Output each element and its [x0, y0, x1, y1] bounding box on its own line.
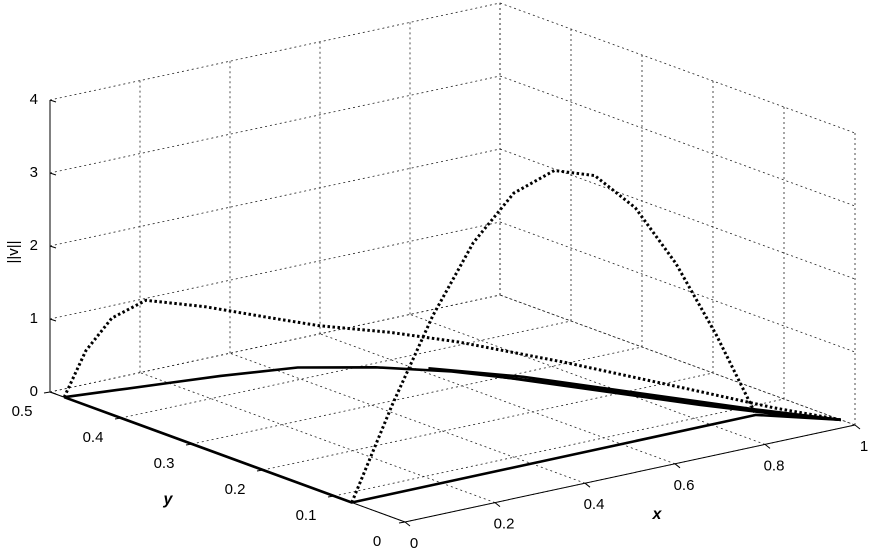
y-axis-label: y [163, 491, 174, 508]
z-axis-label: ||v|| [5, 240, 22, 263]
grid-line [49, 148, 501, 247]
z-tick [49, 391, 57, 395]
x-axis [404, 424, 856, 523]
z-tick [49, 318, 57, 322]
grid-line [319, 333, 676, 465]
z-tick-label: 0 [30, 383, 38, 400]
grid-line [49, 2, 501, 101]
x-tick-label: 0.8 [764, 457, 785, 474]
grid-line [139, 372, 496, 503]
y-tick [398, 521, 406, 524]
z-tick-label: 1 [30, 310, 38, 327]
grid-line [49, 294, 501, 393]
grid-line [262, 372, 714, 471]
grid-line [229, 352, 586, 484]
y-tick-label: 0.5 [12, 403, 33, 420]
y-tick-label: 0.4 [83, 429, 104, 446]
trajectory [64, 366, 841, 422]
x-tick [404, 521, 411, 527]
x-tick-label: 0 [410, 535, 418, 552]
x-tick [764, 444, 771, 449]
y-tick-label: 0.2 [225, 481, 246, 498]
z-tick-label: 3 [30, 164, 38, 181]
x-tick-label: 1 [860, 438, 868, 455]
z-tick-label: 2 [30, 237, 38, 254]
grid-line [191, 346, 643, 445]
grid-line [499, 148, 856, 280]
grid-line [333, 398, 785, 497]
y-tick-label: 0.3 [154, 455, 175, 472]
x-tick [584, 482, 591, 488]
x-tick [494, 502, 501, 507]
y-tick [43, 391, 51, 394]
trajectory [62, 298, 842, 422]
z-tick-label: 4 [30, 91, 38, 108]
grid-line [499, 294, 856, 426]
grid-line [499, 294, 856, 426]
x-tick [674, 463, 681, 469]
y-tick-label: 0 [373, 533, 381, 550]
grid-line [499, 221, 856, 353]
grid-line [120, 320, 572, 419]
grid-line [499, 2, 856, 134]
z-tick [49, 245, 57, 249]
z-tick [49, 99, 57, 103]
x-axis-label: x [652, 506, 663, 523]
grid-line [49, 75, 501, 174]
grid-line [499, 75, 856, 207]
x-tick-label: 0.4 [584, 496, 605, 513]
trajectory [428, 367, 841, 422]
z-tick [49, 172, 57, 176]
trajectory [350, 169, 758, 504]
x-tick-label: 0.6 [674, 477, 695, 494]
y-tick-label: 0.1 [296, 507, 317, 524]
trajectory [63, 395, 841, 504]
x-tick [854, 424, 861, 430]
grid-line [409, 314, 766, 445]
grid-line [49, 221, 501, 320]
x-tick-label: 0.2 [494, 516, 515, 533]
